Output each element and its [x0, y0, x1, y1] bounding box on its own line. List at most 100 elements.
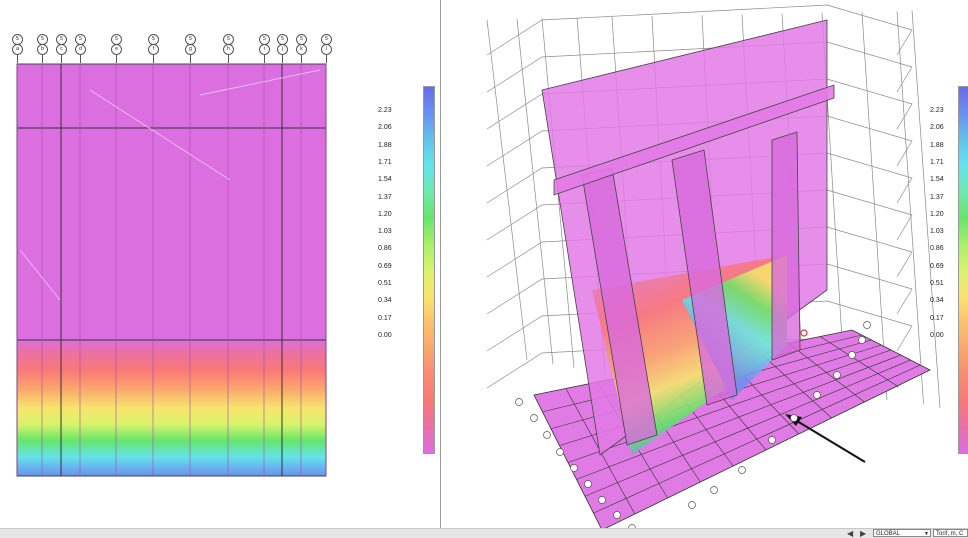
- legend-value: 1.88: [378, 141, 392, 149]
- grid-bubble: [833, 371, 841, 379]
- grid-bubble-label: c: [56, 44, 67, 55]
- slab-grid-bubbles: [515, 321, 871, 528]
- grid-bubble: [584, 480, 592, 488]
- grid-bubble-label: h: [223, 44, 234, 55]
- pane-divider[interactable]: [440, 0, 441, 528]
- grid-bubble-stem: [326, 55, 327, 63]
- grid-bubble-label: b: [37, 44, 48, 55]
- grid-bubble: [848, 351, 856, 359]
- legend-value: 1.03: [930, 228, 944, 236]
- legend-value: 1.20: [930, 210, 944, 218]
- grid-bubble: [858, 336, 866, 344]
- vertical-grid-lines: [16, 64, 327, 476]
- legend-value: 0.34: [930, 297, 944, 305]
- grid-bubble-label: e: [111, 44, 122, 55]
- grid-bubble-label: g: [185, 44, 196, 55]
- legend-value: 1.71: [378, 158, 392, 166]
- grid-bubble: [556, 448, 564, 456]
- grid-bubble-stem: [153, 55, 154, 63]
- grid-bubble: [813, 391, 821, 399]
- pan-right-icon[interactable]: ▶: [860, 529, 867, 538]
- legend-value: 1.37: [378, 193, 392, 201]
- grid-bubble: [613, 511, 621, 519]
- chevron-down-icon: ▼: [924, 531, 929, 537]
- grid-bubble: [738, 466, 746, 474]
- wall-contour-band: [17, 340, 326, 476]
- legend-value: 1.54: [378, 176, 392, 184]
- units-value: Tonf, m, C: [936, 531, 964, 537]
- column-wall-2: [671, 149, 738, 406]
- grid-bubble: [598, 496, 606, 504]
- legend-value: 2.23: [378, 107, 392, 114]
- legend-value: 0.00: [378, 331, 392, 339]
- legend-value: 0.69: [378, 262, 392, 270]
- legend-value: 0.69: [930, 262, 944, 270]
- legend-value: 0.00: [930, 331, 944, 339]
- grid-bubble: [570, 464, 578, 472]
- grid-bubble: [543, 431, 551, 439]
- contour-legend-bar-right: [958, 86, 968, 454]
- legend-value: 1.20: [378, 210, 392, 218]
- grid-bubble-stem: [190, 55, 191, 63]
- grid-bubble-stem: [61, 55, 62, 63]
- grid-bubble: [768, 436, 776, 444]
- wall-upper-field: [17, 64, 326, 340]
- legend-value: 1.37: [930, 193, 944, 201]
- grid-bubble-stem: [17, 55, 18, 63]
- selection-marker: [800, 329, 808, 337]
- units-select[interactable]: Tonf, m, C: [933, 529, 968, 537]
- grid-bubble-stem: [228, 55, 229, 63]
- legend-value: 0.34: [378, 297, 392, 305]
- legend-value: 0.17: [930, 314, 944, 322]
- grid-bubble-stem: [116, 55, 117, 63]
- grid-bubble-label: i: [259, 44, 270, 55]
- grid-bubble: [628, 524, 636, 528]
- contour-legend-bar: [423, 86, 435, 454]
- legend-value: 0.51: [930, 280, 944, 287]
- grid-bubble: [863, 321, 871, 329]
- legend-value: 2.06: [378, 124, 392, 132]
- mesh-diagonal: [199, 69, 321, 96]
- right-3d-view[interactable]: 2.23 2.06 1.88 1.71 1.54 1.37 1.20 1.03 0.86 0.69…: [442, 0, 968, 528]
- grid-bubble-stem: [301, 55, 302, 63]
- coord-system-select[interactable]: GLOBAL ▼: [873, 529, 931, 537]
- column-wall-3: [771, 131, 801, 361]
- grid-bubble-label: k: [296, 44, 307, 55]
- grid-bubble: [710, 486, 718, 494]
- grid-bubble: [530, 414, 538, 422]
- pan-left-icon[interactable]: ◀: [847, 529, 854, 538]
- model-3d-canvas: [486, 4, 941, 528]
- transfer-beam: [553, 84, 835, 196]
- grid-bubble-stem: [80, 55, 81, 63]
- annotation-arrow-line: [791, 417, 866, 463]
- grid-bubble-label: a: [12, 44, 23, 55]
- mesh-diagonal: [19, 249, 61, 301]
- grid-bubble: [688, 501, 696, 509]
- legend-value: 0.86: [378, 245, 392, 253]
- legend-value: 0.17: [378, 314, 392, 322]
- legend-value: 2.23: [930, 107, 944, 114]
- mesh-diagonal: [89, 89, 231, 181]
- grid-bubble: [790, 414, 798, 422]
- legend-value: 2.06: [930, 124, 944, 132]
- legend-value: 1.03: [378, 228, 392, 236]
- grid-bubble-label: f: [148, 44, 159, 55]
- grid-bubble-stem: [42, 55, 43, 63]
- grid-bubble-stem: [264, 55, 265, 63]
- grid-bubble-stem: [282, 55, 283, 63]
- grid-bubble-label: d: [75, 44, 86, 55]
- elevation-canvas: [16, 63, 327, 477]
- grid-bubble: [515, 398, 523, 406]
- grid-bubble-label: l: [321, 44, 332, 55]
